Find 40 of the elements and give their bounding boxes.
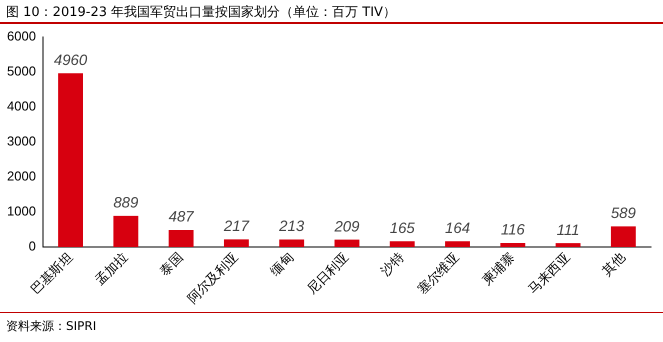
bar — [500, 242, 526, 248]
data-label: 165 — [390, 220, 416, 237]
y-tick-label: 4000 — [7, 98, 36, 114]
data-label: 213 — [278, 218, 305, 236]
text: 资料来源：SIPRI — [6, 318, 96, 335]
x-tick-label: 阿尔及利亚 — [185, 250, 242, 307]
x-tick-label: 孟加拉 — [92, 250, 132, 288]
bar — [610, 226, 636, 248]
bar — [113, 216, 138, 248]
bar — [279, 240, 304, 248]
bar — [445, 241, 470, 248]
y-tick-label: 6000 — [7, 28, 36, 44]
x-tick-label: 塞尔维亚 — [414, 249, 463, 298]
data-label: 111 — [556, 222, 580, 239]
data-label: 164 — [445, 220, 470, 237]
data-label: 209 — [333, 218, 360, 236]
bar — [224, 239, 249, 248]
y-tick-label: 1000 — [7, 204, 36, 219]
data-label: 889 — [113, 194, 140, 212]
data-label: 487 — [168, 208, 194, 226]
data-label: 217 — [222, 218, 250, 236]
bar — [168, 230, 194, 248]
bar — [58, 73, 83, 248]
y-tick-label: 3000 — [7, 133, 36, 148]
x-tick-label: 其他 — [600, 250, 629, 280]
bar — [556, 243, 581, 248]
y-tick-label: 5000 — [7, 63, 36, 78]
x-tick-label: 沙特 — [378, 250, 408, 280]
data-label: 4960 — [54, 52, 88, 69]
x-tick-label: 缅甸 — [268, 250, 297, 280]
x-tick-label: 马来西亚 — [526, 250, 574, 298]
x-tick-label: 柬埔寨 — [479, 249, 518, 288]
x-tick-label: 尼日利亚 — [304, 250, 352, 298]
bar — [334, 240, 360, 248]
y-tick-label: 2000 — [7, 168, 36, 184]
x-tick-label: 泰国 — [157, 250, 186, 280]
bar — [390, 241, 415, 248]
chart-title: 图 10：2019-23 年我国军贸出口量按国家划分（单位：百万 TIV） — [6, 4, 396, 21]
data-label: 589 — [610, 205, 637, 222]
data-label: 116 — [500, 222, 526, 239]
